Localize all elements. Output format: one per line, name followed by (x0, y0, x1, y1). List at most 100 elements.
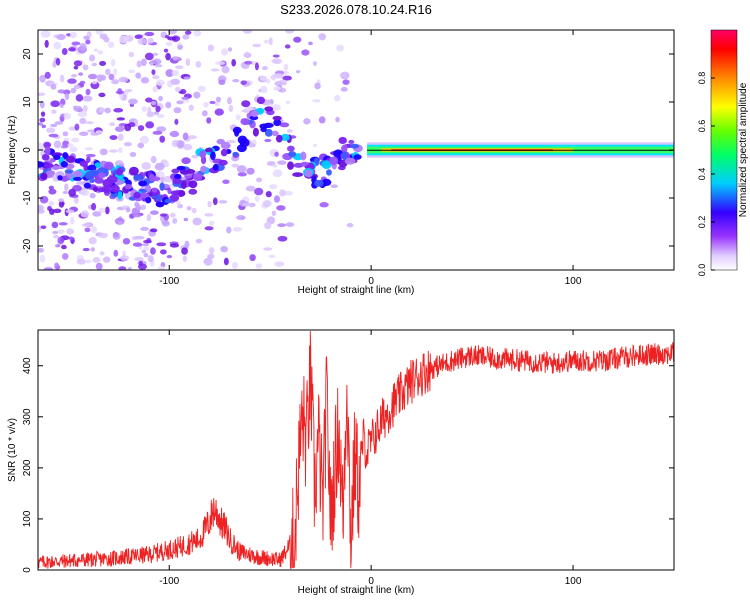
signal-blob (172, 178, 182, 185)
noise-blob (61, 244, 67, 250)
noise-blob (240, 80, 247, 85)
noise-blob (262, 66, 268, 71)
noise-blob (116, 117, 126, 121)
noise-blob (50, 83, 57, 90)
noise-blob (160, 176, 165, 184)
noise-blob (127, 266, 132, 270)
signal-blob (155, 201, 165, 208)
noise-blob (308, 41, 313, 46)
noise-blob (285, 100, 290, 105)
noise-blob (319, 202, 329, 208)
noise-blob (161, 220, 170, 227)
noise-blob (141, 243, 150, 247)
noise-blob (91, 62, 98, 67)
snr-axes: -100 0 100 0 100 200 300 400 (22, 330, 674, 587)
noise-blob (177, 44, 184, 50)
signal-blob (288, 151, 297, 158)
noise-blob (79, 131, 89, 137)
noise-blob (260, 75, 268, 82)
noise-blob (51, 221, 59, 229)
noise-blob (188, 188, 198, 195)
noise-blob (173, 107, 182, 114)
noise-blob (314, 82, 321, 90)
noise-blob (54, 262, 60, 270)
noise-blob (140, 204, 147, 210)
signal-blob (170, 190, 179, 196)
spectrogram-marks (38, 30, 674, 270)
noise-blob (140, 226, 150, 231)
noise-blob (279, 189, 286, 197)
signal-blob (41, 153, 50, 161)
noise-blob (128, 51, 135, 58)
noise-blob (167, 30, 178, 35)
noise-blob (286, 129, 293, 133)
signal-blob (60, 160, 68, 168)
colorbar-tick-label: 0.4 (697, 168, 707, 181)
noise-blob (140, 58, 147, 67)
noise-blob (207, 200, 212, 208)
signal-blob (338, 136, 347, 145)
noise-blob (85, 259, 92, 264)
signal-blob (349, 143, 360, 149)
noise-blob (85, 88, 91, 96)
x-tick-label: -100 (159, 576, 179, 587)
signal-blob (64, 169, 74, 174)
noise-blob (176, 141, 185, 149)
noise-blob (55, 58, 61, 66)
noise-blob (171, 69, 179, 77)
noise-blob (58, 200, 65, 208)
noise-blob (85, 39, 91, 45)
noise-blob (188, 104, 194, 111)
noise-blob (67, 143, 74, 147)
noise-blob (223, 257, 229, 266)
noise-blob (90, 247, 96, 252)
noise-blob (109, 135, 118, 140)
noise-blob (247, 143, 256, 148)
noise-blob (165, 101, 172, 109)
noise-blob (272, 54, 280, 58)
signal-blob (321, 160, 332, 170)
noise-blob (207, 44, 215, 52)
signal-blob (232, 151, 239, 156)
signal-blob (72, 170, 83, 178)
noise-blob (154, 64, 163, 68)
noise-blob (85, 121, 94, 125)
noise-blob (312, 143, 318, 148)
noise-blob (69, 31, 78, 39)
noise-blob (165, 69, 174, 78)
signal-blob (264, 128, 273, 137)
noise-blob (134, 257, 144, 262)
signal-blob (114, 173, 125, 179)
noise-blob (112, 232, 121, 240)
noise-blob (91, 202, 97, 211)
signal-blob (240, 118, 250, 126)
noise-blob (152, 85, 158, 93)
signal-blob (110, 184, 120, 193)
noise-blob (87, 73, 98, 80)
noise-blob (143, 253, 149, 258)
noise-blob (48, 200, 55, 207)
noise-blob (48, 133, 59, 138)
noise-blob (155, 105, 161, 113)
noise-blob (220, 245, 228, 253)
noise-blob (284, 44, 291, 49)
noise-blob (71, 73, 78, 78)
signal-blob (98, 172, 106, 178)
signal-blob (286, 145, 295, 152)
signal-blob (252, 127, 259, 137)
noise-blob (208, 220, 215, 226)
noise-blob (150, 155, 157, 164)
noise-blob (40, 111, 46, 117)
noise-blob (118, 76, 129, 83)
signal-blob (321, 178, 332, 187)
noise-blob (43, 267, 54, 270)
signal-blob (259, 123, 269, 129)
noise-blob (114, 126, 125, 132)
noise-blob (53, 208, 62, 214)
noise-blob (99, 148, 108, 156)
spectrogram-xlabel: Height of straight line (km) (298, 285, 415, 296)
noise-blob (92, 257, 101, 263)
noise-blob (210, 68, 220, 72)
noise-blob (63, 137, 70, 142)
noise-blob (246, 167, 255, 175)
